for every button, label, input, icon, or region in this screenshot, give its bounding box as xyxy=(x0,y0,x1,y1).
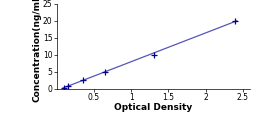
Point xyxy=(81,79,85,81)
Point xyxy=(233,20,237,22)
Point xyxy=(151,54,156,56)
Point xyxy=(66,85,70,87)
X-axis label: Optical Density: Optical Density xyxy=(114,103,193,112)
Point xyxy=(103,71,107,73)
Y-axis label: Concentration(ng/mL): Concentration(ng/mL) xyxy=(33,0,42,102)
Point xyxy=(62,87,66,89)
